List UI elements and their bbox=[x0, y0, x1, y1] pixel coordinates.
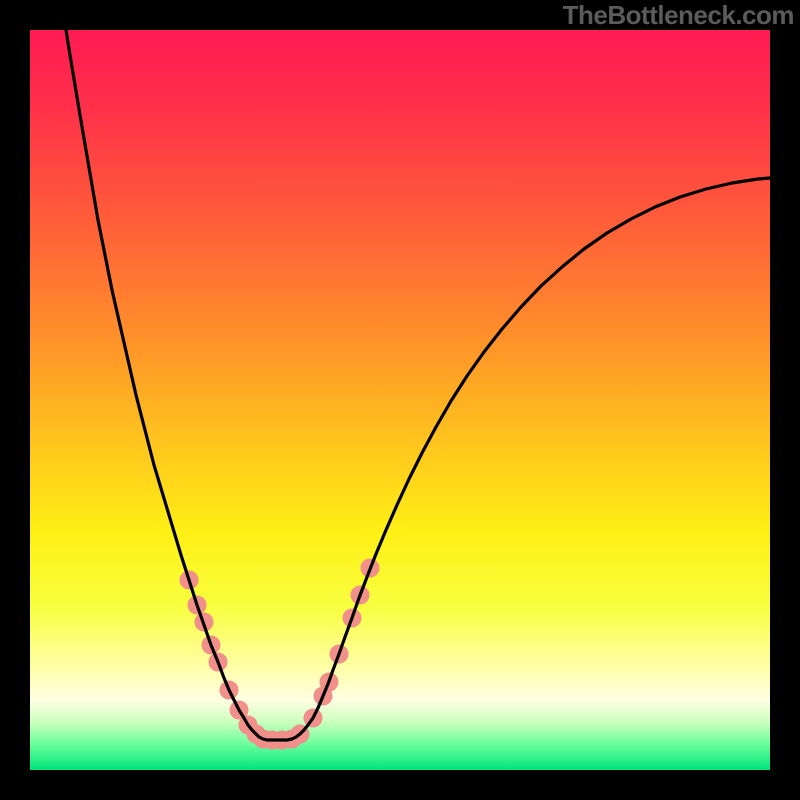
marker-points bbox=[180, 559, 379, 749]
v-curve bbox=[66, 30, 770, 740]
plot-area bbox=[30, 30, 770, 770]
chart-svg bbox=[30, 30, 770, 770]
watermark-text: TheBottleneck.com bbox=[563, 0, 794, 31]
